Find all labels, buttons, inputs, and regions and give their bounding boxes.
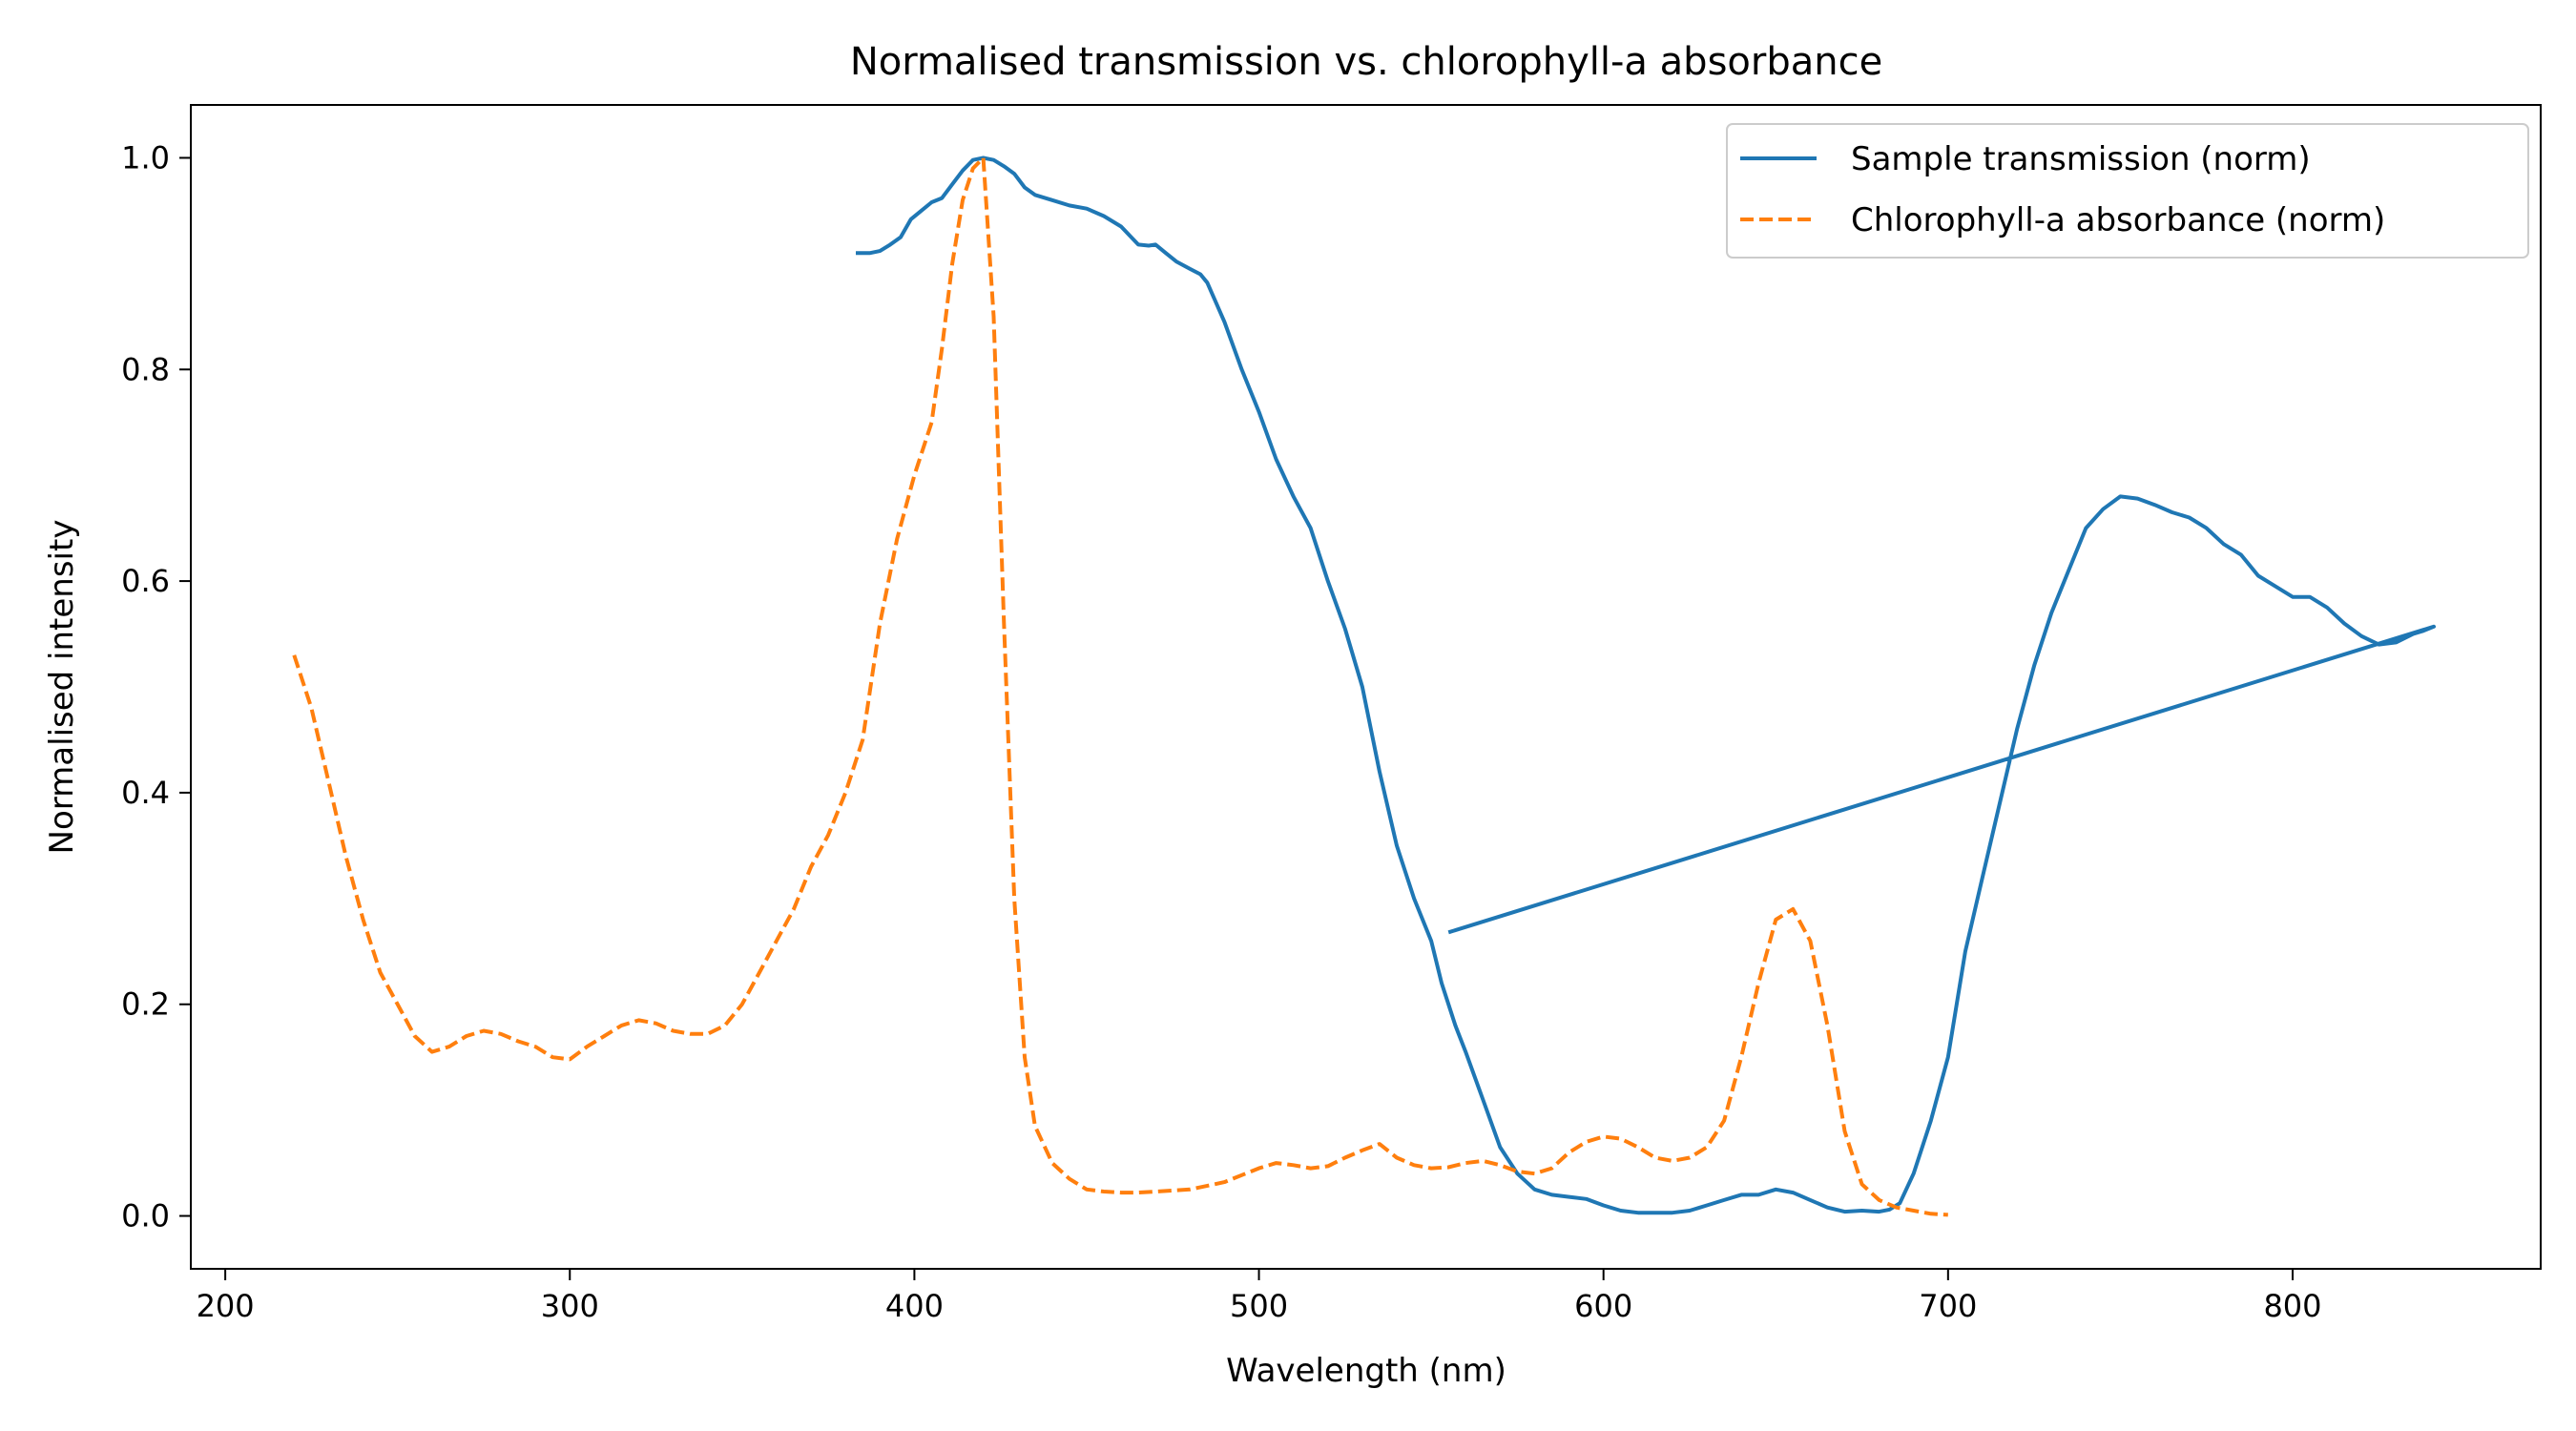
legend-box	[1726, 123, 2529, 259]
plot-frame	[190, 104, 2542, 1270]
legend: Sample transmission (norm) Chlorophyll-a …	[1726, 123, 2529, 259]
y-tick-label: 0.8	[121, 351, 170, 387]
x-tick-label: 600	[1574, 1288, 1632, 1324]
y-tick-label: 0.2	[121, 986, 170, 1023]
x-axis-label: Wavelength (nm)	[1226, 1352, 1506, 1390]
x-tick-label: 700	[1919, 1288, 1977, 1324]
y-tick-label: 0.4	[121, 775, 170, 811]
x-tick-label: 200	[197, 1288, 255, 1324]
y-tick-label: 1.0	[121, 139, 170, 176]
legend-label-2: Chlorophyll-a absorbance (norm)	[1851, 201, 2385, 239]
y-tick-label: 0.0	[121, 1198, 170, 1234]
y-tick-label: 0.6	[121, 563, 170, 599]
y-axis: 0.0 0.2 0.4 0.6 0.8 1.0	[121, 139, 191, 1234]
series-line-2	[292, 156, 1948, 1217]
x-tick-label: 500	[1230, 1288, 1288, 1324]
x-tick-label: 300	[541, 1288, 599, 1324]
x-axis: 200 300 400 500 600 700 800	[197, 1269, 2322, 1324]
legend-label-1: Sample transmission (norm)	[1851, 140, 2311, 178]
series-line-1	[856, 156, 2436, 1215]
x-tick-label: 400	[885, 1288, 944, 1324]
x-tick-label: 800	[2263, 1288, 2321, 1324]
y-axis-label: Normalised intensity	[43, 520, 81, 855]
plot-series	[292, 156, 2436, 1217]
chart-title: Normalised transmission vs. chlorophyll-…	[850, 40, 1882, 84]
